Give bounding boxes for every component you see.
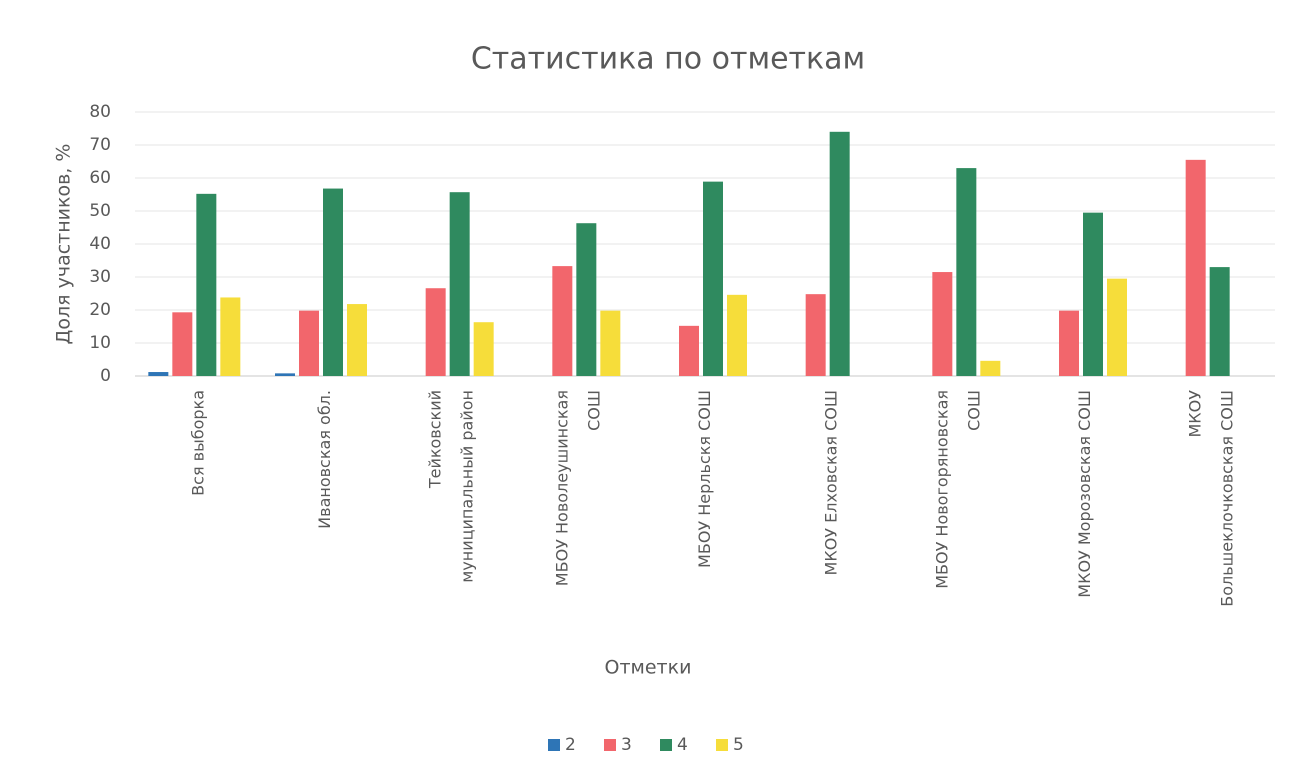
bar [956,168,977,376]
bar [829,131,850,376]
bar [576,223,597,376]
bar [1185,159,1206,376]
x-tick-label: МБОУ Новолеушинская СОШ [552,390,603,586]
y-tick-label: 20 [89,300,111,320]
bar [148,372,169,376]
legend-label: 2 [565,735,576,755]
bar [220,297,241,376]
bar [727,294,747,376]
bar [805,294,826,376]
bar [196,193,217,376]
bar [600,310,621,376]
bar [172,312,193,376]
y-tick-label: 10 [89,333,111,353]
bar [980,360,1001,376]
chart-title: Статистика по отметкам [471,42,865,77]
y-tick-label: 40 [89,234,111,254]
x-tick-label: МКОУ Большеклочковская СОШ [1185,390,1236,607]
bar [932,272,953,376]
x-tick-label: МКОУ Елховская СОШ [821,390,840,575]
legend-swatch [660,739,672,751]
bar [1059,310,1079,376]
bar [552,266,573,376]
bar [703,181,723,376]
bar [1107,278,1127,376]
y-tick-label: 30 [89,267,111,287]
bar [425,288,446,376]
y-tick-label: 50 [89,201,111,221]
bar [1083,212,1103,376]
x-axis-label: Отметки [605,657,692,679]
x-tick-label: Вся выборка [188,390,207,496]
y-tick-label: 0 [100,366,111,386]
x-tick-label: Тейковский муниципальный район [425,390,476,583]
y-tick-label: 80 [89,102,111,122]
legend-swatch [604,739,616,751]
bar [1209,267,1230,376]
bar [679,325,699,376]
bar [299,310,319,376]
bar [449,192,470,376]
legend-label: 5 [733,735,744,755]
x-tick-label: МБОУ Нерльскя СОШ [695,390,714,568]
x-tick-label: МБОУ Новогоряновская СОШ [932,390,983,589]
legend-label: 4 [677,735,688,755]
legend-swatch [548,739,560,751]
bar [473,322,494,376]
bar [323,188,343,376]
y-axis-label: Доля участников, % [53,144,75,345]
y-tick-label: 70 [89,135,111,155]
bar [275,373,295,376]
x-tick-label: Ивановская обл. [315,390,334,529]
x-tick-label: МКОУ Морозовская СОШ [1075,390,1094,598]
legend-label: 3 [621,735,632,755]
y-tick-label: 60 [89,168,111,188]
legend-swatch [716,739,728,751]
bar [347,304,367,376]
